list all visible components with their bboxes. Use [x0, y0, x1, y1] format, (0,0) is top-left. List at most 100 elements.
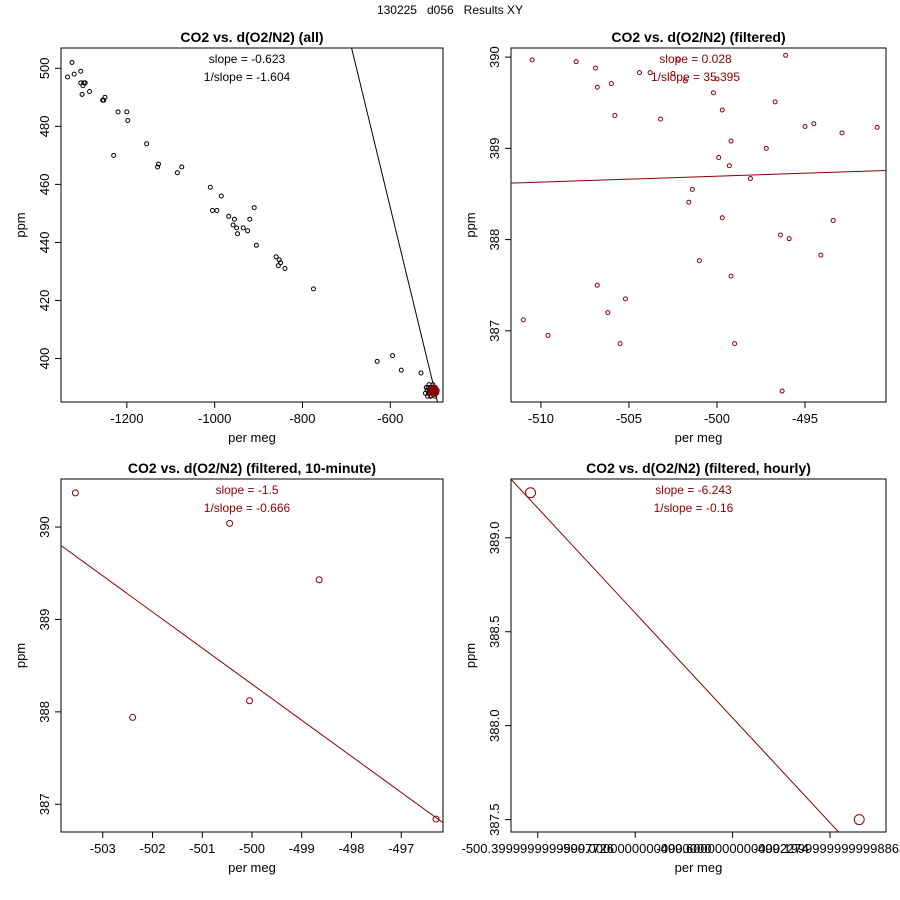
slope-annotation: 1/slope = -1.604	[204, 70, 291, 84]
plot-frame	[60, 478, 444, 833]
data-point	[719, 215, 725, 221]
data-point	[69, 60, 75, 66]
y-tick-label: 388.0	[487, 709, 502, 742]
y-tick-label: 440	[37, 232, 52, 254]
chart-title: CO2 vs. d(O2/N2) (filtered, 10-minute)	[128, 460, 376, 476]
data-point	[696, 258, 702, 264]
x-tick-label: -503	[90, 841, 116, 856]
data-point	[726, 163, 732, 169]
slope-annotation: slope = -6.243	[655, 483, 732, 497]
data-point	[802, 123, 808, 129]
x-tick-label: -499	[289, 841, 315, 856]
data-point	[763, 145, 769, 151]
slope-annotation: 1/slope = -0.16	[654, 501, 734, 515]
regression-line	[351, 48, 439, 402]
data-point	[520, 317, 526, 323]
data-point	[174, 170, 180, 176]
data-point	[637, 70, 643, 76]
page-title: 130225 d056 Results XY	[376, 3, 524, 17]
y-axis-label: ppm	[463, 643, 478, 668]
data-point	[310, 286, 316, 292]
data-point	[617, 341, 623, 347]
x-tick-label: -500.00000000000000000	[559, 841, 712, 856]
data-point	[818, 252, 824, 258]
data-point	[218, 193, 224, 199]
x-tick-label: -1200	[110, 411, 143, 426]
chart-panel-hourly: CO2 vs. d(O2/N2) (filtered, hourly) -500.…	[462, 460, 900, 875]
data-point	[71, 71, 77, 77]
data-point	[278, 260, 284, 266]
data-point	[78, 68, 84, 74]
data-point	[728, 138, 734, 144]
data-point	[777, 232, 783, 238]
slope-annotation: 1/slope = 35.395	[651, 70, 740, 84]
data-point	[209, 207, 215, 213]
data-point	[214, 207, 220, 213]
data-point	[593, 65, 599, 71]
y-axis-label: ppm	[13, 643, 28, 668]
data-point	[747, 175, 753, 181]
data-point	[125, 118, 131, 124]
data-point	[155, 161, 161, 167]
data-point	[529, 57, 535, 63]
chart-panel-filtered: CO2 vs. d(O2/N2) (filtered) -510 -505 -500 -…	[463, 29, 887, 445]
data-point	[612, 113, 618, 119]
x-tick-label: -501	[189, 841, 215, 856]
data-point	[670, 71, 676, 77]
data-point	[772, 99, 778, 105]
data-point	[853, 814, 865, 826]
x-axis-label: per meg	[675, 430, 723, 445]
data-point	[235, 231, 241, 237]
x-tick-label: -500.39999999999997726	[462, 841, 615, 856]
data-point	[647, 70, 653, 76]
x-tick-label: -505	[616, 411, 642, 426]
data-point	[545, 332, 551, 338]
slope-annotation: slope = -1.5	[215, 483, 278, 497]
data-point	[689, 186, 695, 192]
regression-line	[511, 170, 886, 184]
data-point	[226, 519, 234, 527]
regression-line	[511, 479, 840, 832]
data-point	[811, 121, 817, 127]
data-point	[273, 254, 279, 260]
data-point	[783, 52, 789, 58]
data-point	[79, 91, 85, 97]
data-point	[714, 76, 720, 82]
data-point	[732, 341, 738, 347]
data-point	[719, 107, 725, 113]
data-point	[524, 487, 536, 499]
data-point	[240, 225, 246, 231]
y-axis-label: ppm	[463, 212, 478, 237]
y-tick-label: 388	[487, 229, 502, 251]
data-point	[432, 815, 440, 823]
data-point	[874, 124, 880, 130]
y-tick-label: 389.0	[487, 522, 502, 555]
data-point	[622, 296, 628, 302]
data-point	[247, 216, 253, 222]
x-tick-label: -600	[377, 411, 403, 426]
data-point	[115, 109, 121, 115]
y-tick-label: 387	[487, 320, 502, 342]
data-point	[573, 59, 579, 65]
x-tick-label: -499.19999999999998863	[754, 841, 900, 856]
y-tick-label: 387.5	[487, 803, 502, 836]
plot-data-group	[65, 48, 440, 402]
data-point	[682, 78, 688, 84]
chart-title: CO2 vs. d(O2/N2) (filtered, hourly)	[586, 460, 811, 476]
data-point	[716, 154, 722, 160]
data-point	[282, 266, 288, 272]
plot-data-group	[61, 489, 443, 824]
data-point	[179, 164, 185, 170]
data-point	[434, 390, 440, 396]
y-tick-label: 390	[487, 46, 502, 68]
data-point	[144, 141, 150, 147]
x-tick-label: -495	[792, 411, 818, 426]
x-axis-label: per meg	[228, 430, 276, 445]
x-axis-label: per meg	[228, 860, 276, 875]
y-tick-label: 389	[487, 138, 502, 160]
data-point	[129, 713, 137, 721]
data-point	[398, 367, 404, 373]
data-point	[207, 184, 213, 190]
slope-annotation: 1/slope = -0.666	[204, 501, 291, 515]
